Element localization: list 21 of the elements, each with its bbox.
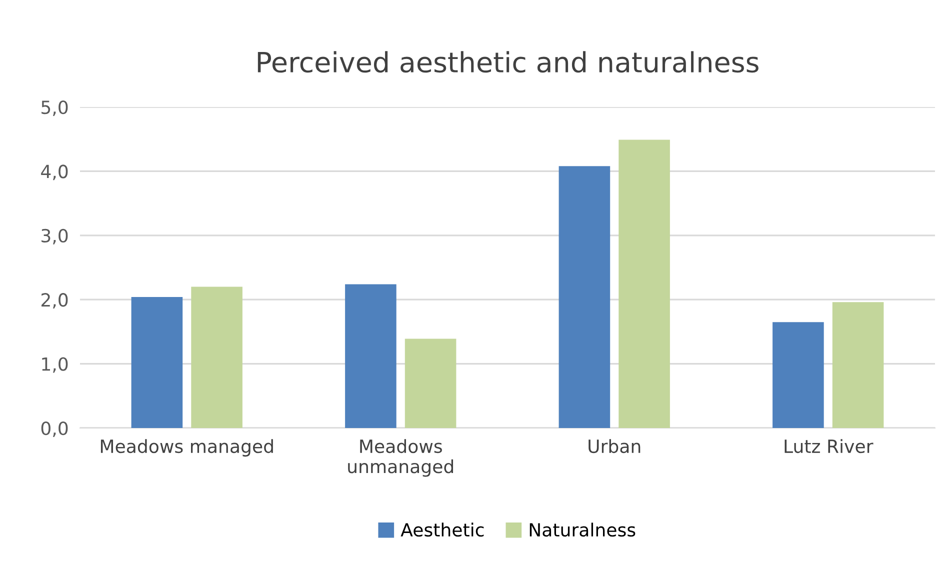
bar	[558, 166, 610, 428]
y-tick-label: 1,0	[42, 357, 68, 373]
y-tick-label: 5,0	[42, 100, 68, 116]
bar	[832, 302, 884, 428]
bar	[345, 284, 396, 428]
y-tick-label: 4,0	[41, 164, 68, 180]
bar	[404, 338, 456, 428]
x-tick-label: Urban	[588, 439, 640, 454]
bar	[618, 140, 670, 428]
bar	[131, 297, 183, 428]
y-tick-label: 2,0	[42, 293, 68, 309]
y-tick-label: 3,0	[42, 228, 68, 244]
y-tick-label: 0,0	[41, 421, 68, 437]
legend-label: Naturalness	[530, 522, 636, 537]
legend-label: Aesthetic	[400, 522, 484, 537]
x-tick-label: Meadows unmanaged	[348, 439, 454, 477]
bar	[772, 322, 824, 428]
x-tick-label: Meadows managed	[100, 439, 273, 457]
bar	[191, 286, 242, 428]
x-tick-label: Lutz River	[784, 439, 874, 454]
chart-title: Perceived aesthetic and naturalness	[258, 51, 758, 73]
